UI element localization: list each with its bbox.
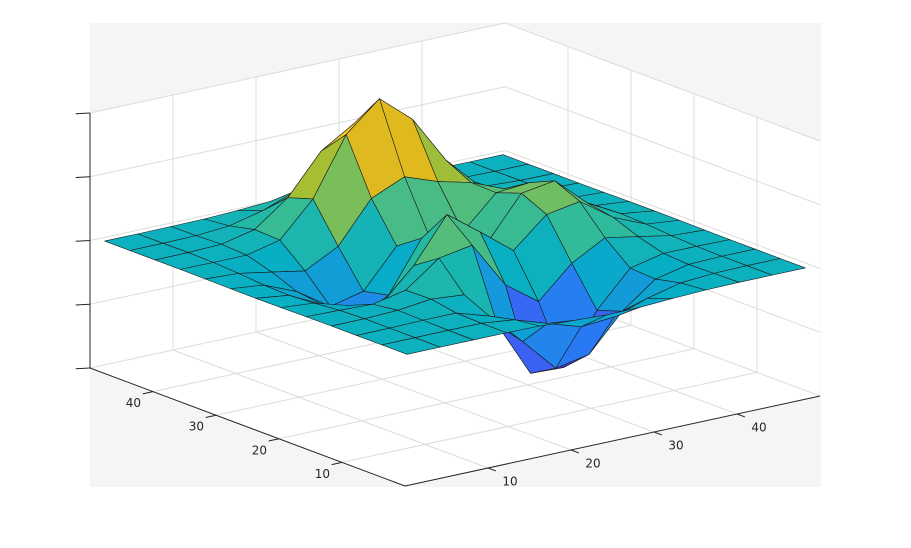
x-tick: [487, 467, 497, 472]
grid-line: [504, 86, 821, 206]
y-tick: [205, 414, 217, 418]
x-axis: [404, 395, 821, 487]
x-tick: [653, 431, 663, 436]
x-tick-label: 30: [668, 439, 683, 453]
grid-line: [89, 22, 506, 114]
floor: [90, 278, 820, 486]
x-tick-label: 10: [502, 475, 517, 489]
y-axis: [89, 367, 406, 487]
y-tick: [142, 391, 154, 395]
z-tick: [75, 112, 91, 115]
grid-line: [255, 331, 572, 451]
z-tick: [75, 240, 91, 242]
grid-line: [504, 150, 821, 269]
y-tick-label: 40: [126, 396, 141, 410]
x-tick-label: 20: [585, 457, 600, 471]
y-tick: [268, 438, 280, 442]
y-tick: [331, 461, 343, 466]
surface-face: [381, 337, 441, 355]
y-tick-label: 30: [189, 420, 204, 434]
grid-line: [278, 348, 695, 440]
z-tick: [75, 367, 91, 370]
z-tick: [75, 176, 91, 179]
grid-line: [172, 349, 489, 469]
x-tick: [736, 413, 746, 418]
grid-line: [341, 371, 758, 463]
grid-line: [89, 86, 506, 178]
z-tick: [75, 303, 91, 306]
x-tick-label: 40: [751, 421, 766, 435]
x-tick: [570, 449, 580, 454]
y-tick-label: 20: [252, 443, 267, 457]
y-tick-label: 10: [315, 467, 330, 481]
grid-line: [504, 22, 821, 142]
